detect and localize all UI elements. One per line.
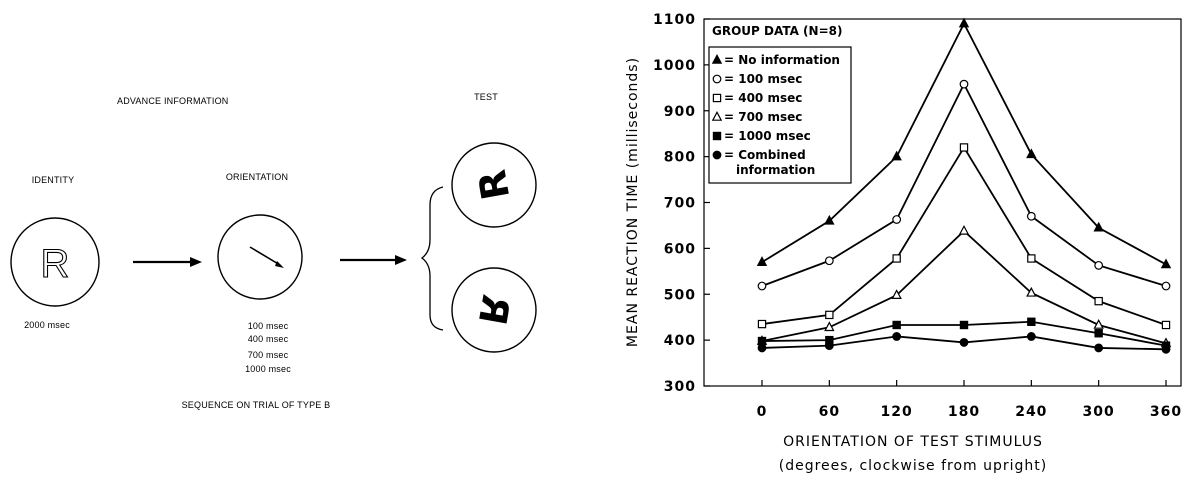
- test-letter-normal: R: [470, 167, 518, 203]
- orientation-label: ORIENTATION: [226, 172, 288, 182]
- data-point: [824, 214, 835, 225]
- data-point: [1093, 319, 1104, 329]
- advance-information-label: ADVANCE INFORMATION: [117, 96, 228, 106]
- y-tick-label: 400: [664, 333, 696, 349]
- arrow-head-1-icon: [190, 257, 202, 267]
- data-point: [891, 289, 902, 299]
- y-axis: 300 400 500 600 700 800 900 1000 1100: [653, 12, 710, 395]
- data-point: [892, 332, 902, 341]
- legend-marker-icon: [712, 150, 722, 160]
- orientation-duration-400: 400 msec: [248, 334, 289, 344]
- data-point: [1026, 332, 1036, 341]
- legend-marker-icon: [712, 93, 722, 103]
- orientation-cue-arrowhead-icon: [275, 261, 284, 268]
- data-point: [757, 319, 767, 329]
- test-options-brace: [420, 186, 444, 331]
- data-point: [891, 150, 902, 161]
- data-point: [757, 281, 767, 291]
- legend-label-400: = 400 msec: [724, 91, 802, 105]
- identity-stimulus-circle: [10, 217, 100, 307]
- y-axis-title: MEAN REACTION TIME (milliseconds): [625, 57, 641, 347]
- data-point: [1161, 281, 1171, 291]
- data-point: [892, 254, 901, 263]
- data-point: [1094, 296, 1103, 306]
- x-tick-label: 120: [881, 404, 913, 420]
- series-layer: [756, 17, 1172, 354]
- legend-label-combined: = Combined: [724, 148, 806, 162]
- data-point: [958, 17, 970, 28]
- data-point: [1093, 221, 1104, 232]
- data-point: [959, 143, 969, 152]
- data-point: [1094, 329, 1103, 338]
- data-point: [1027, 317, 1036, 326]
- y-tick-label: 900: [664, 104, 696, 120]
- data-point: [1094, 260, 1104, 270]
- x-tick-label: 0: [757, 404, 768, 420]
- identity-duration: 2000 msec: [24, 320, 70, 330]
- orientation-duration-700: 700 msec: [248, 350, 289, 360]
- legend-marker-icon: [712, 74, 722, 84]
- test-stimulus-circle-mirror: [451, 267, 537, 353]
- data-point: [892, 215, 902, 224]
- x-tick-label: 60: [819, 404, 840, 420]
- legend: GROUP DATA (N=8) = No information = 100 …: [708, 24, 852, 184]
- data-point: [1027, 254, 1036, 263]
- x-tick-label: 180: [948, 404, 980, 420]
- legend-label-700: = 700 msec: [724, 110, 802, 124]
- data-point: [1094, 343, 1104, 353]
- legend-label-100: = 100 msec: [724, 72, 802, 86]
- x-tick-label: 240: [1015, 404, 1047, 420]
- data-point: [958, 224, 970, 235]
- x-tick-label: 300: [1083, 404, 1115, 420]
- y-tick-label: 1000: [653, 58, 696, 74]
- x-axis-subtitle: (degrees, clockwise from upright): [779, 458, 1048, 474]
- data-point: [1026, 211, 1036, 221]
- sequence-caption: SEQUENCE ON TRIAL OF TYPE B: [182, 400, 331, 410]
- legend-label-no-information: = No information: [724, 53, 840, 67]
- data-point: [1026, 286, 1037, 297]
- data-point: [825, 310, 834, 320]
- reaction-time-chart: 300 400 500 600 700 800 900 1000 1100 0 60 120 180 2…: [625, 12, 1182, 474]
- data-point: [1161, 344, 1171, 354]
- y-tick-label: 500: [664, 287, 696, 303]
- chart-title: GROUP DATA (N=8): [712, 24, 842, 38]
- legend-marker-icon: [711, 54, 723, 64]
- y-tick-label: 300: [664, 379, 696, 395]
- y-tick-label: 1100: [653, 12, 696, 28]
- data-point: [1161, 320, 1171, 330]
- legend-box: [708, 46, 852, 184]
- arrow-head-2-icon: [395, 255, 407, 265]
- data-point: [959, 79, 969, 89]
- y-tick-label: 600: [664, 241, 696, 257]
- orientation-duration-1000: 1000 msec: [245, 364, 291, 374]
- data-point: [824, 341, 834, 351]
- data-point: [1160, 258, 1172, 269]
- data-point: [824, 321, 835, 332]
- trial-sequence-diagram: ADVANCE INFORMATION TEST IDENTITY ORIENT…: [10, 92, 537, 410]
- legend-label-combined-line2: information: [736, 163, 815, 177]
- legend-marker-icon: [712, 131, 722, 141]
- data-point: [959, 320, 969, 330]
- data-point: [824, 256, 834, 266]
- x-axis-title: ORIENTATION OF TEST STIMULUS: [783, 434, 1043, 450]
- identity-label: IDENTITY: [32, 175, 75, 185]
- y-tick-label: 700: [664, 196, 696, 212]
- x-axis: 0 60 120 180 240 300 360: [757, 380, 1182, 420]
- data-point: [959, 338, 969, 347]
- test-letter-mirrored: R: [470, 292, 518, 328]
- orientation-cue-arrow: [249, 246, 281, 266]
- x-tick-label: 360: [1150, 404, 1182, 420]
- orientation-duration-100: 100 msec: [248, 321, 289, 331]
- legend-label-1000: = 1000 msec: [724, 129, 811, 143]
- y-tick-label: 800: [664, 150, 696, 166]
- data-point: [1026, 148, 1037, 159]
- data-point: [756, 256, 768, 266]
- legend-marker-icon: [711, 111, 723, 121]
- orientation-cue-circle: [217, 214, 303, 300]
- identity-letter: R: [41, 242, 70, 286]
- data-point: [757, 343, 767, 353]
- test-label: TEST: [474, 92, 498, 102]
- data-point: [892, 320, 901, 330]
- test-stimulus-circle-normal: [451, 142, 537, 228]
